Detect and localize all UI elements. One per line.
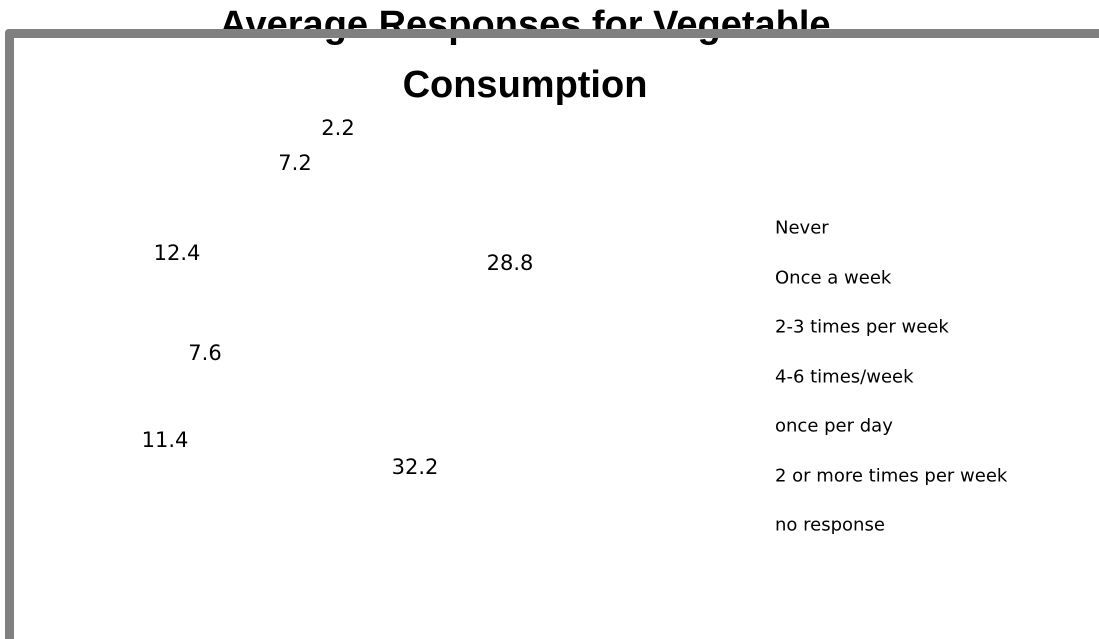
legend-entry: 2-3 times per week (775, 316, 949, 338)
legend-entry: once per day (775, 415, 893, 437)
legend-entry: Once a week (775, 267, 892, 288)
legend-entry: no response (775, 514, 885, 536)
data-label: 7.6 (188, 341, 222, 365)
frame (5, 29, 1099, 38)
data-label: 32.2 (391, 455, 439, 479)
legend-entry: 4-6 times/week (775, 366, 914, 387)
data-label: 2.2 (321, 116, 355, 140)
chart-title: Average Responses for Vegetable Consumpt… (219, 4, 831, 106)
data-label: 11.4 (141, 428, 189, 452)
data-label: 12.4 (153, 241, 201, 265)
frame (5, 29, 14, 639)
legend-entry: 2 or more times per week (775, 465, 1008, 486)
legend-entry: Never (775, 217, 829, 239)
data-label: 7.2 (278, 151, 312, 175)
data-label: 28.8 (486, 251, 534, 275)
